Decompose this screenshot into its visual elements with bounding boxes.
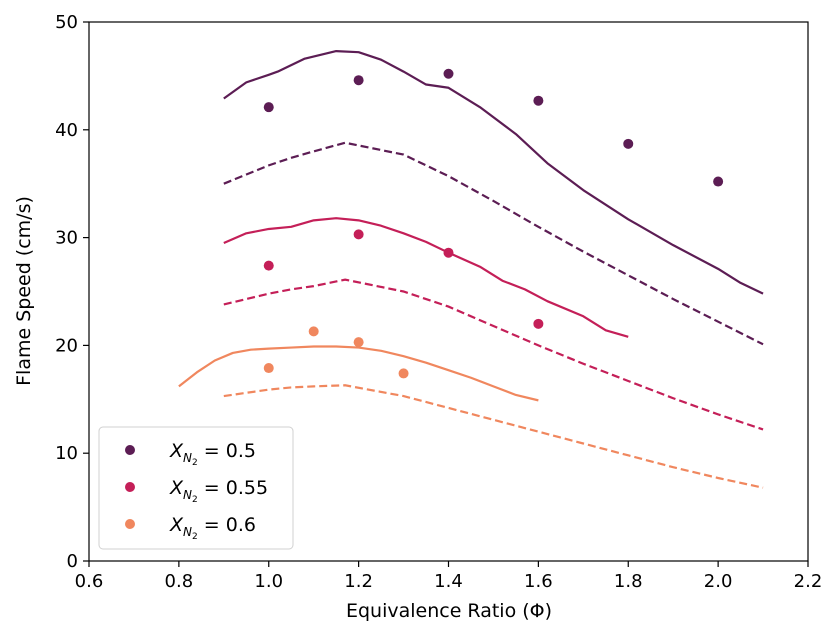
series-1 <box>223 50 764 346</box>
series-2-data-point <box>443 247 454 258</box>
legend-label: XN2 = 0.55 <box>169 477 268 505</box>
series-1-solid-line <box>223 50 764 295</box>
legend-item-3: XN2 = 0.6 <box>125 514 256 542</box>
series-2-data-point <box>353 229 364 240</box>
x-tick-label: 0.6 <box>75 571 104 592</box>
y-tick-label: 0 <box>67 551 78 572</box>
legend-marker <box>125 482 135 492</box>
plot-area <box>178 50 764 489</box>
series-3-data-point <box>263 363 274 374</box>
series-2 <box>223 217 764 431</box>
y-axis-label: Flame Speed (cm/s) <box>13 196 35 386</box>
x-axis-label: Equivalence Ratio (Φ) <box>346 600 552 622</box>
legend-label: XN2 = 0.6 <box>169 514 256 542</box>
x-tick-label: 2.2 <box>794 571 823 592</box>
x-tick-label: 1.4 <box>434 571 463 592</box>
legend: XN2 = 0.5 XN2 = 0.55 XN2 = 0.6 <box>98 426 294 550</box>
series-3-data-point <box>308 326 319 337</box>
x-tick-label: 2.0 <box>704 571 733 592</box>
y-tick-label: 30 <box>55 228 78 249</box>
series-1-dashed-line <box>223 141 764 346</box>
series-2-data-point <box>533 318 544 329</box>
series-3-solid-line <box>178 345 539 402</box>
legend-item-1: XN2 = 0.5 <box>125 440 256 468</box>
series-1-data-point <box>263 102 274 113</box>
legend-box <box>98 426 294 550</box>
y-tick-label: 40 <box>55 120 78 141</box>
series-3-data-point <box>353 337 364 348</box>
x-tick-label: 1.8 <box>614 571 643 592</box>
legend-marker <box>125 519 135 529</box>
legend-marker <box>125 445 135 455</box>
series-1-data-point <box>533 95 544 106</box>
series-2-dashed-line <box>223 278 764 431</box>
x-tick-label: 1.6 <box>524 571 553 592</box>
series-1-data-point <box>353 75 364 86</box>
series-1-data-point <box>713 176 724 187</box>
x-tick-label: 0.8 <box>165 571 194 592</box>
y-tick-label: 10 <box>55 443 78 464</box>
series-2-data-point <box>263 260 274 271</box>
x-tick-label: 1.0 <box>254 571 283 592</box>
series-1-data-point <box>443 68 454 79</box>
series-2-solid-line <box>223 217 629 338</box>
series-3 <box>178 326 764 489</box>
x-tick-label: 1.2 <box>344 571 373 592</box>
legend-label: XN2 = 0.5 <box>169 440 256 468</box>
legend-item-2: XN2 = 0.55 <box>125 477 268 505</box>
y-tick-label: 50 <box>55 12 78 33</box>
axes: 0.6 0.8 1.0 1.2 1.4 1.6 1.8 2.0 2.2 0 10 20 30 40 50 <box>55 12 822 592</box>
series-3-data-point <box>398 368 409 379</box>
y-tick-label: 20 <box>55 335 78 356</box>
series-1-data-point <box>623 138 634 149</box>
